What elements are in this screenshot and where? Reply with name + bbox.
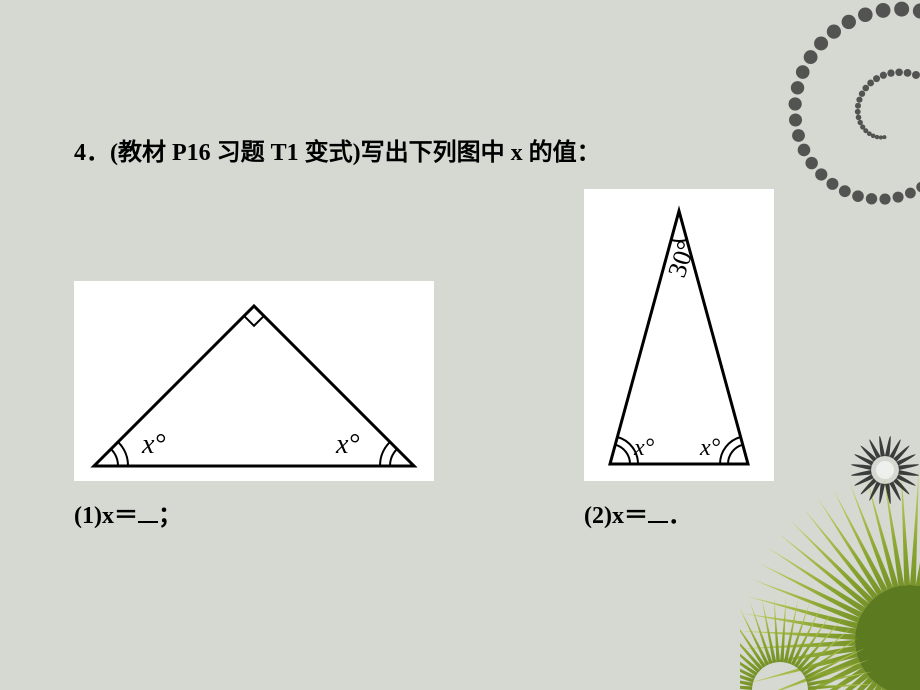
question-number: 4． [74,140,110,166]
question-body: (教材 P16 习题 T1 变式)写出下列图中 x 的值： [110,140,601,166]
svg-text:x°: x° [141,429,166,460]
blank-2 [648,501,668,523]
slide-content: 4．(教材 P16 习题 T1 变式)写出下列图中 x 的值： x° x° (1)… [74,132,834,530]
question-text: 4．(教材 P16 习题 T1 变式)写出下列图中 x 的值： [74,132,834,167]
caption-1: (1)x＝ ； [74,495,434,530]
figure-2-container: 30°x°x° (2)x＝． [584,189,774,530]
figure-1-container: x° x° (1)x＝ ； [74,281,434,530]
figure-1-triangle: x° x° [74,281,434,481]
caption-2-pre: (2)x＝ [584,503,648,529]
caption-2-post: ． [668,503,692,529]
caption-1-post: ； [158,503,182,529]
blank-1 [138,501,158,523]
figure-2-triangle: 30°x°x° [584,189,774,481]
caption-2: (2)x＝ ． [584,495,774,530]
figures-row: x°x° (1)x＝； 30°x°x° (2)x＝． [74,189,834,530]
caption-1-pre: (1)x＝ [74,503,138,529]
svg-text:x°: x° [699,435,721,461]
svg-text:x°: x° [335,429,360,460]
svg-text:x°: x° [633,435,655,461]
